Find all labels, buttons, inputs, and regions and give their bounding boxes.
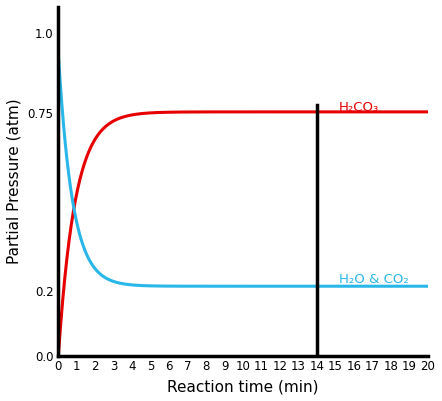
Text: H₂CO₃: H₂CO₃ — [339, 101, 379, 113]
Y-axis label: Partial Pressure (atm): Partial Pressure (atm) — [7, 99, 22, 264]
X-axis label: Reaction time (min): Reaction time (min) — [167, 379, 319, 394]
Text: H₂O & CO₂: H₂O & CO₂ — [339, 273, 409, 286]
